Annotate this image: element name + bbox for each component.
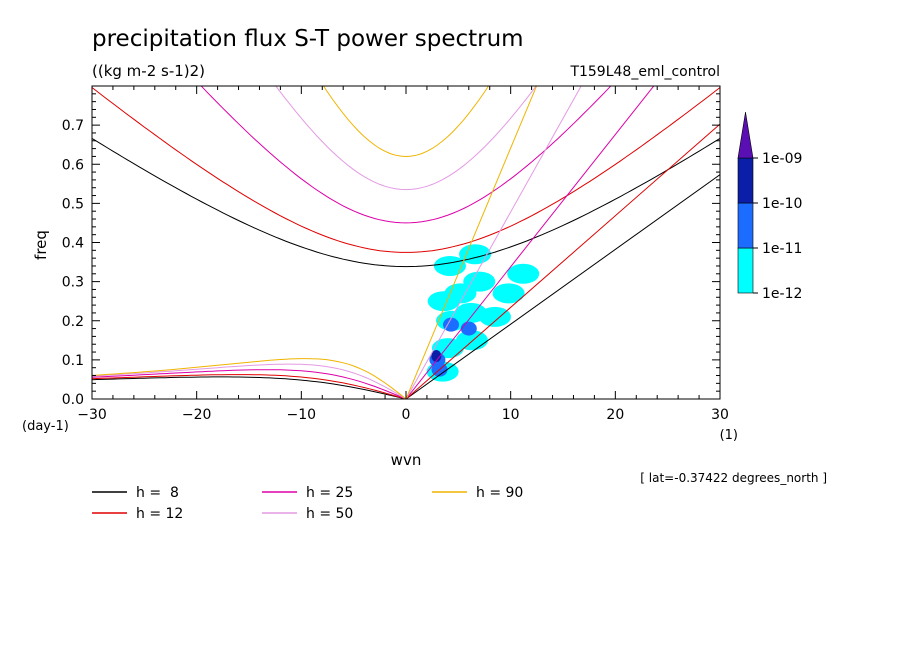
- y-tick-label: 0.0: [62, 392, 84, 408]
- dispersion-curve: [92, 137, 720, 268]
- dispersion-curve: [405, 123, 720, 399]
- dispersion-curve: [92, 374, 407, 399]
- spectrum-blob: [455, 330, 488, 351]
- axes: −30 −20 −10 0 10 20 30 0.0 0.1 0.2 0.3 0.4 0.5 0.6 0.7: [62, 86, 729, 423]
- y-tick-label: 0.3: [62, 275, 84, 291]
- spectrum-blob: [454, 302, 487, 323]
- x-tick-label: 20: [606, 407, 624, 423]
- chart-title: precipitation flux S-T power spectrum: [92, 26, 524, 52]
- plot-frame: [91, 85, 721, 400]
- colorbar-label: 1e-12: [762, 286, 802, 302]
- y-tick-label: 0.4: [62, 236, 84, 252]
- legend-label: h = 50: [306, 506, 353, 522]
- legend-label: h = 90: [476, 485, 523, 501]
- dispersion-curve: [405, 86, 538, 399]
- run-label: T159L48_eml_control: [569, 64, 720, 80]
- dispersion-curve: [92, 363, 407, 399]
- spectrum-blob: [463, 271, 496, 292]
- dispersion-curve: [322, 86, 490, 158]
- colorbar-label: 1e-11: [762, 241, 802, 257]
- legend-label: h = 25: [306, 485, 353, 501]
- y-tick-label: 0.5: [62, 196, 84, 212]
- dispersion-curve: [405, 86, 655, 399]
- spectrum-blob: [507, 263, 540, 284]
- colorbar-label: 1e-09: [762, 151, 802, 167]
- spectrum-blob: [431, 349, 442, 362]
- colorbar-triangle: [737, 111, 754, 159]
- y-unit-label: (day-1): [22, 419, 69, 434]
- x-unit-label: (1): [720, 428, 738, 443]
- y-tick-label: 0.2: [62, 314, 84, 330]
- dispersion-curve: [92, 87, 720, 253]
- dispersion-curve: [92, 369, 407, 399]
- dispersion-curve: [92, 358, 407, 399]
- legend-label: h = 8: [136, 485, 179, 501]
- x-tick-label: −20: [182, 407, 212, 423]
- x-tick-label: 0: [402, 407, 411, 423]
- legend: h = 8 h = 12 h = 25 h = 50 h = 90: [92, 485, 523, 522]
- colorbar-swatch: [737, 202, 754, 249]
- dispersion-curve: [405, 86, 582, 399]
- latitude-label: [ lat=-0.37422 degrees_north ]: [640, 471, 827, 485]
- colorbar-label: 1e-10: [762, 196, 802, 212]
- power-spectrum-field: [426, 244, 540, 382]
- y-tick-label: 0.1: [62, 353, 84, 369]
- spectrum-blob: [443, 317, 460, 332]
- colorbar-swatch: [737, 157, 754, 204]
- dispersion-curve: [275, 86, 537, 191]
- dispersion-curve: [200, 86, 612, 224]
- units-label: ((kg m-2 s-1)2): [92, 62, 205, 80]
- x-axis-label: wvn: [391, 451, 422, 469]
- spectrum-blob: [427, 291, 460, 312]
- spectrum-blob: [460, 321, 477, 336]
- dispersion-curves: [92, 86, 720, 399]
- colorbar: 1e-12 1e-11 1e-10 1e-09: [737, 111, 802, 302]
- dispersion-curve: [92, 376, 407, 399]
- x-tick-label: 30: [711, 407, 729, 423]
- y-tick-label: 0.6: [62, 157, 84, 173]
- dispersion-curve: [405, 174, 720, 399]
- spectrum-blob: [478, 306, 511, 327]
- legend-label: h = 12: [136, 506, 183, 522]
- x-tick-label: 10: [502, 407, 520, 423]
- colorbar-swatch: [737, 247, 754, 294]
- x-tick-label: −10: [287, 407, 317, 423]
- y-tick-label: 0.7: [62, 118, 84, 134]
- y-axis-label: freq: [32, 230, 50, 260]
- x-tick-label: −30: [77, 407, 107, 423]
- spectrum-blob: [492, 283, 525, 304]
